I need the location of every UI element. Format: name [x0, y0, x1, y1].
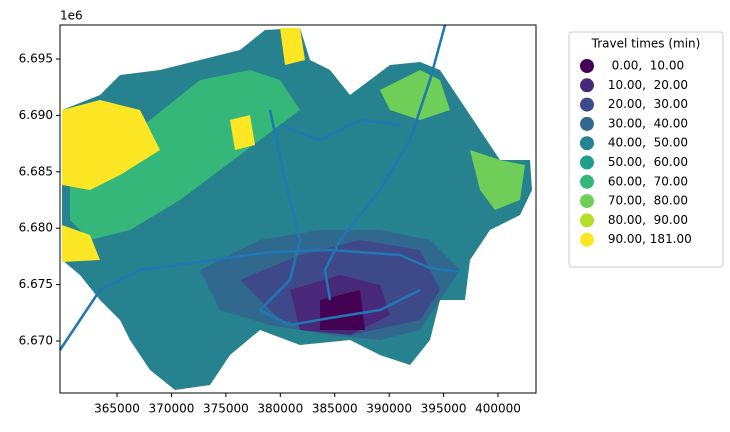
y-offset-label: 1e6	[60, 9, 83, 23]
road	[323, 24, 447, 301]
road	[257, 109, 421, 327]
legend-box	[568, 31, 724, 268]
map-area	[58, 24, 532, 390]
legend-marker	[580, 213, 594, 228]
legend-label: 80.00, 90.00	[604, 213, 688, 227]
y-tick-label: 6.675	[19, 277, 53, 291]
axes-frame	[59, 24, 537, 394]
legend-label: 40.00, 50.00	[604, 136, 688, 150]
road	[58, 248, 461, 351]
x-tick-label: 385000	[312, 402, 358, 416]
legend-marker	[580, 97, 594, 112]
legend-label: 60.00, 70.00	[604, 174, 688, 188]
legend-label: 90.00, 181.00	[604, 232, 692, 246]
x-tick-label: 380000	[257, 402, 303, 416]
legend-label: 30.00, 40.00	[604, 116, 688, 130]
x-tick-label: 400000	[475, 402, 521, 416]
x-tick-label: 365000	[94, 402, 140, 416]
x-tick-label: 395000	[421, 402, 467, 416]
legend-marker	[580, 194, 594, 209]
road	[279, 118, 401, 142]
legend-label: 0.00, 10.00	[604, 59, 684, 73]
legend-marker	[580, 78, 594, 93]
region-lightgreen	[380, 70, 525, 210]
legend-label: 20.00, 30.00	[604, 97, 688, 111]
region-green	[70, 70, 300, 240]
legend-marker	[580, 59, 594, 73]
region-yellow	[62, 28, 305, 262]
y-tick-label: 6.680	[19, 221, 53, 235]
y-tick-label: 6.695	[19, 51, 53, 65]
legend-marker	[580, 155, 594, 170]
legend-title: Travel times (min)	[591, 37, 701, 51]
region-darkpurple	[320, 290, 365, 330]
legend-label: 70.00, 80.00	[604, 194, 688, 208]
x-tick-label: 390000	[366, 402, 412, 416]
legend-marker	[580, 232, 594, 247]
y-tick-label: 6.685	[19, 164, 53, 178]
x-tick-label: 375000	[203, 402, 249, 416]
legend-marker	[580, 136, 594, 151]
legend-label: 10.00, 20.00	[604, 78, 688, 92]
y-tick-label: 6.670	[19, 333, 53, 347]
legend-label: 50.00, 60.00	[604, 155, 688, 169]
legend-marker	[580, 116, 594, 131]
legend-marker	[580, 174, 594, 189]
y-tick-label: 6.690	[19, 108, 53, 122]
x-tick-label: 370000	[149, 402, 195, 416]
